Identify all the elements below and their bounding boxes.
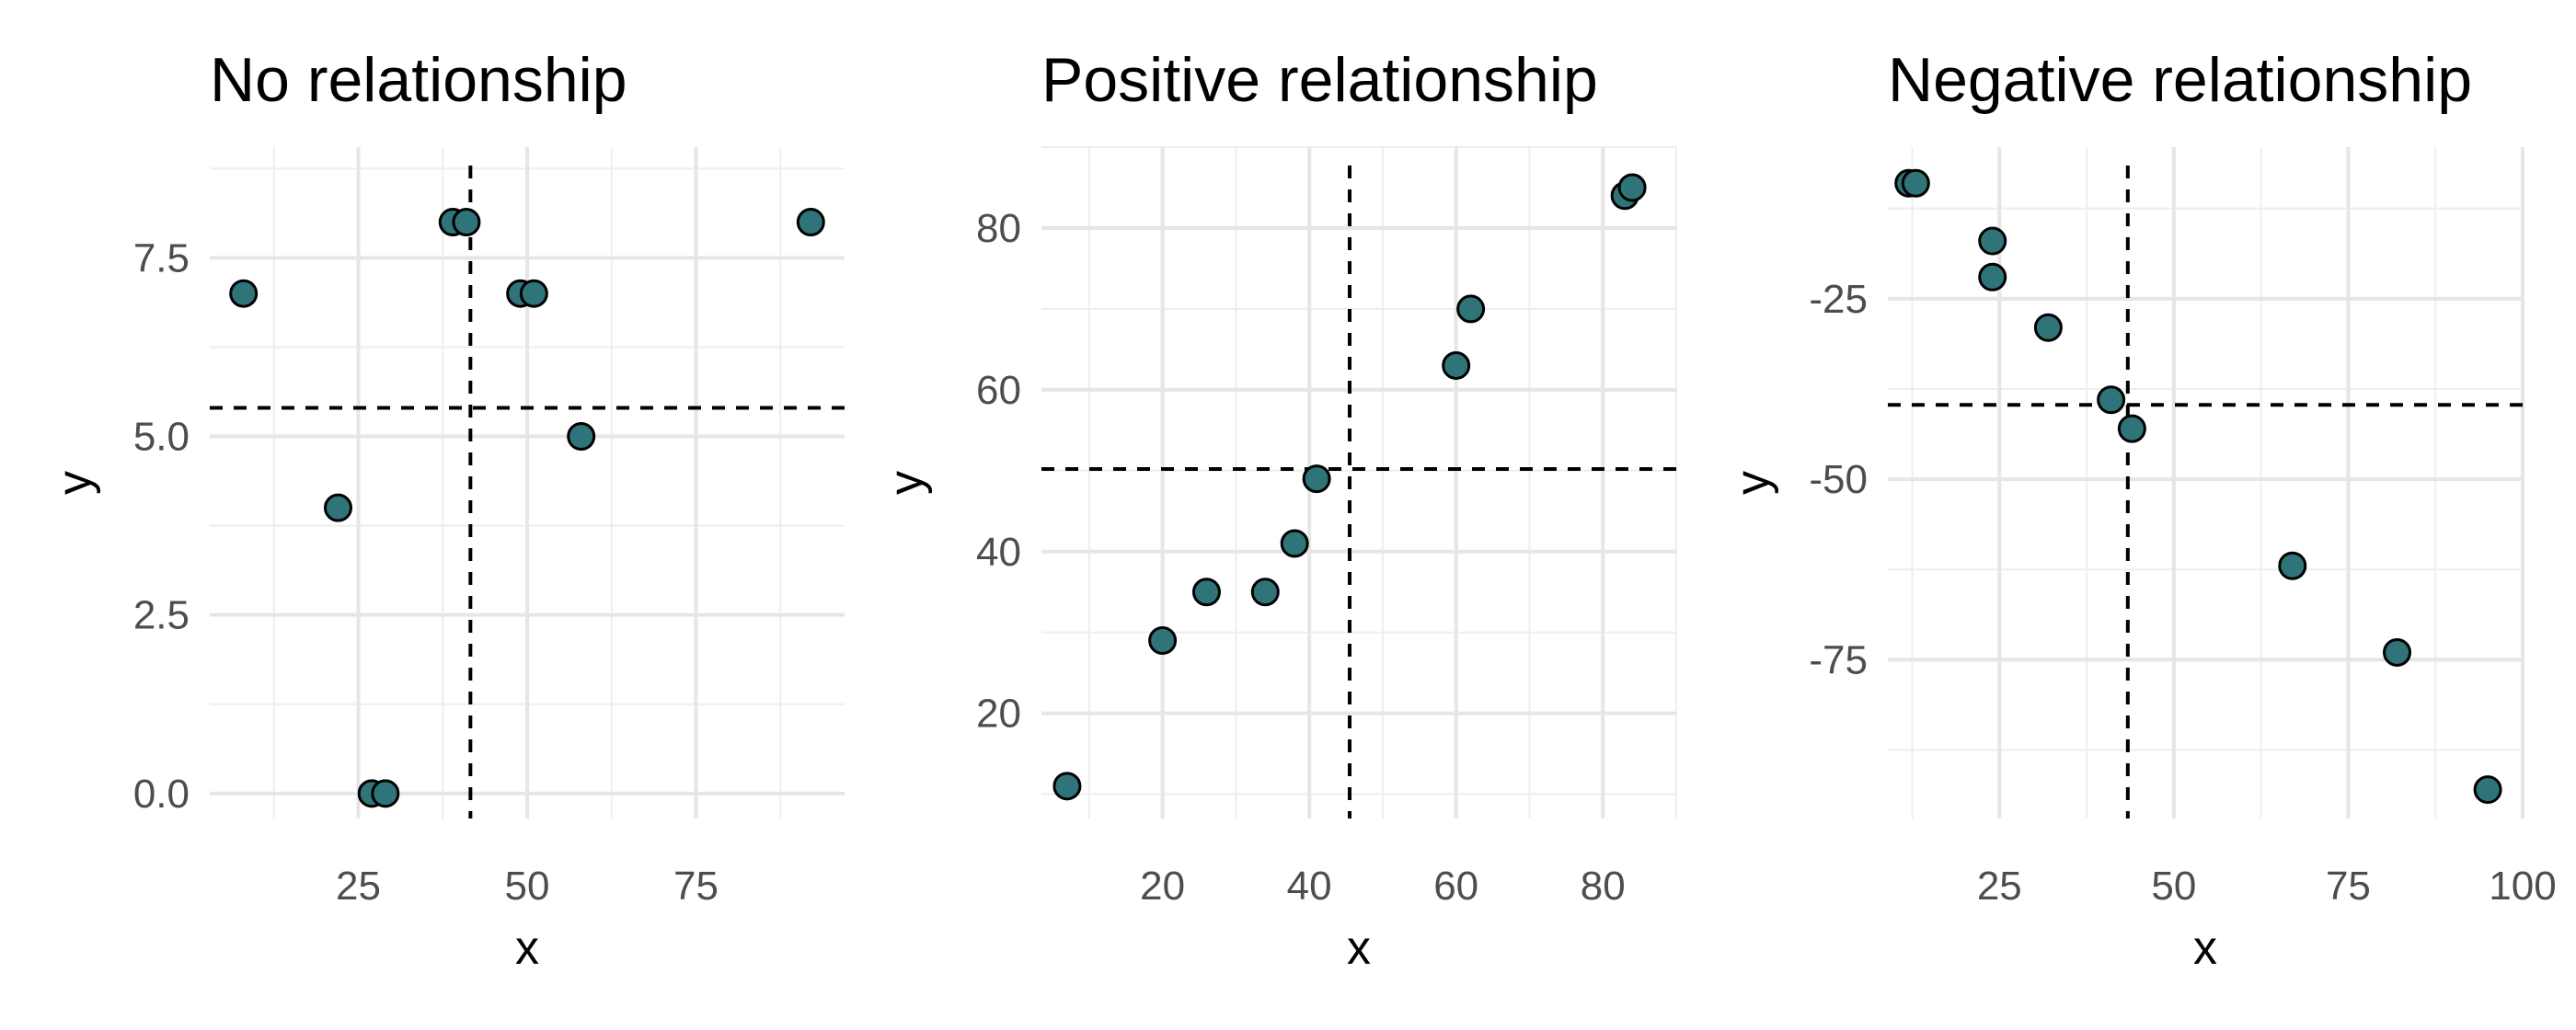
y-tick-label: 7.5 [133, 235, 190, 280]
x-axis-label: x [515, 921, 539, 975]
x-tick-label: 50 [505, 864, 550, 909]
y-tick-label: -25 [1809, 277, 1868, 322]
data-point [519, 279, 548, 308]
y-axis-label: y [880, 471, 933, 495]
panel-title: Negative relationship [1888, 45, 2472, 115]
x-tick-label: 40 [1287, 864, 1332, 909]
data-point [2383, 637, 2412, 667]
x-tick-label: 80 [1581, 864, 1626, 909]
x-tick-label: 20 [1140, 864, 1185, 909]
data-point [1901, 168, 1930, 198]
y-tick-label: 40 [976, 530, 1021, 575]
data-point [323, 493, 352, 522]
data-point [1978, 226, 2007, 256]
data-point [2117, 414, 2146, 443]
data-point [452, 208, 481, 237]
x-tick-label: 25 [1977, 864, 2022, 909]
data-point [2097, 385, 2126, 415]
y-axis-label: y [48, 471, 101, 495]
y-tick-label: 60 [976, 368, 1021, 413]
y-axis-label: y [1726, 471, 1779, 495]
data-point [2033, 313, 2063, 342]
x-tick-label: 75 [2326, 864, 2371, 909]
y-tick-label: 0.0 [133, 772, 190, 817]
x-tick-label: 100 [2489, 864, 2556, 909]
panel-positive-relationship: 20 40 60 80 20 40 60 80 Positive relationship x y [880, 45, 1677, 975]
x-tick-label: 25 [336, 864, 381, 909]
data-point [1250, 578, 1280, 607]
y-tick-label: 80 [976, 206, 1021, 251]
data-point [1191, 578, 1221, 607]
x-axis-label: x [1347, 921, 1371, 975]
data-point [229, 279, 259, 308]
data-point [2278, 551, 2307, 580]
data-point [1617, 173, 1647, 202]
data-point [1456, 294, 1486, 324]
y-tick-label: 2.5 [133, 593, 190, 638]
x-tick-label: 60 [1433, 864, 1478, 909]
data-point [371, 779, 400, 808]
x-axis-label: x [2193, 921, 2217, 975]
y-tick-label: -50 [1809, 457, 1868, 502]
y-tick-label: 20 [976, 692, 1021, 737]
y-tick-label: 5.0 [133, 415, 190, 460]
x-tick-label: 50 [2151, 864, 2196, 909]
panel-title: No relationship [210, 45, 627, 115]
data-point [2473, 775, 2502, 805]
data-point [567, 422, 596, 452]
panel-title: Positive relationship [1041, 45, 1598, 115]
y-tick-label: -75 [1809, 637, 1868, 682]
data-point [1302, 464, 1331, 494]
data-point [796, 208, 825, 237]
panel-no-relationship: 25 50 75 0.0 2.5 5.0 7.5 No relationship x y [48, 45, 845, 975]
x-tick-label: 75 [673, 864, 719, 909]
data-point [1442, 350, 1471, 380]
data-point [1280, 529, 1309, 558]
data-point [1052, 772, 1082, 801]
data-point [1148, 626, 1178, 656]
data-point [1978, 262, 2007, 292]
panel-negative-relationship: 25 50 75 100 -75 -50 -25 Negative relationship x… [1726, 45, 2557, 975]
